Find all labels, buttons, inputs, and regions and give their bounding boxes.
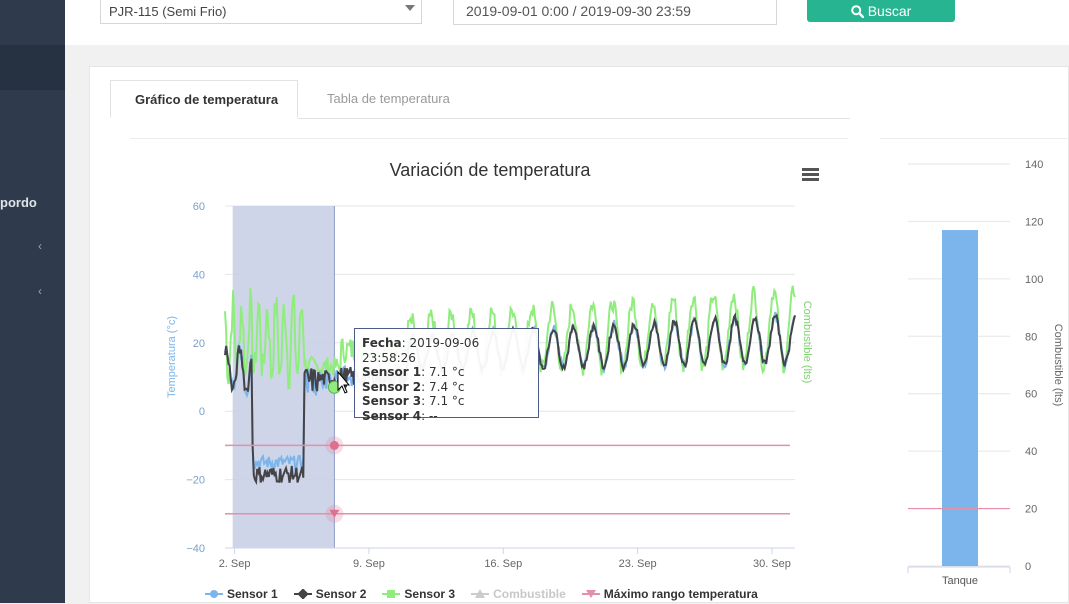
chart-title: Variación de temperatura	[389, 160, 591, 180]
tooltip-s1-value: : 7.1 °c	[421, 365, 465, 379]
y-tick-label: 20	[193, 338, 205, 350]
fuel-bar-tanque	[942, 230, 978, 567]
y-tick-label: 0	[199, 406, 205, 418]
tab-divider	[298, 118, 850, 119]
threshold-marker	[329, 509, 340, 518]
tooltip-s4-value: : --	[421, 408, 438, 423]
tooltip-s4-label: Sensor 4	[362, 408, 422, 423]
x-tick-label: 16. Sep	[484, 558, 522, 570]
caret-down-icon	[405, 5, 415, 11]
sidebar-active-item[interactable]	[0, 45, 65, 90]
x-tick-label: 2. Sep	[219, 558, 251, 570]
tooltip-s3-value: : 7.1 °c	[421, 394, 465, 408]
tooltip-s3-label: Sensor 3	[362, 394, 422, 408]
search-button[interactable]: Buscar	[807, 0, 955, 22]
legend-combustible[interactable]: Combustible	[471, 586, 566, 602]
legend-label: Sensor 1	[227, 587, 278, 601]
chart-tooltip: Fecha: 2019-09-06 23:58:26 Sensor 1: 7.1…	[354, 328, 539, 423]
threshold-marker	[329, 440, 339, 450]
fuel-panel	[880, 138, 1069, 604]
legend-label: Máximo rango temperatura	[603, 587, 758, 601]
search-icon	[850, 4, 864, 18]
y-axis-label-right: Combustible (lts)	[801, 301, 813, 384]
fuel-category-label: Tanque	[942, 575, 978, 587]
sidebar: pordo ‹ ‹	[0, 0, 65, 603]
chart-legend: Sensor 1 Sensor 2 Sensor 3 Combustible M…	[205, 586, 774, 602]
y-axis-label: Temperatura (°c)	[166, 316, 178, 398]
legend-label: Combustible	[493, 587, 566, 601]
y-tick-label: −20	[186, 475, 205, 487]
chart-top-border	[130, 138, 848, 139]
y-tick-label: 60	[193, 201, 205, 213]
mouse-cursor-icon	[337, 370, 351, 394]
legend-sensor-1[interactable]: Sensor 1	[205, 586, 278, 602]
tooltip-s2-label: Sensor 2	[362, 379, 422, 394]
legend-label: Sensor 2	[315, 587, 367, 601]
y-tick-label: 40	[193, 269, 205, 281]
search-button-label: Buscar	[867, 3, 912, 19]
legend-maximo-rango[interactable]: Máximo rango temperatura	[581, 586, 758, 602]
date-range-input[interactable]: 2019-09-01 0:00 / 2019-09-30 23:59	[453, 0, 777, 25]
y-tick-label: −40	[186, 543, 205, 555]
legend-label: Sensor 3	[404, 587, 456, 601]
fuel-y-axis-label: Combustible (lts)	[1052, 324, 1064, 407]
fuel-y-tick-label: 0	[1025, 561, 1031, 573]
legend-sensor-2[interactable]: Sensor 2	[293, 586, 367, 602]
sidebar-item-label[interactable]: pordo	[0, 195, 37, 210]
vehicle-select-value: PJR-115 (Semi Frio)	[109, 4, 227, 19]
tab-grafico[interactable]: Gráfico de temperatura	[110, 80, 298, 118]
fuel-y-tick-label: 140	[1025, 159, 1043, 171]
fuel-y-tick-label: 100	[1025, 274, 1043, 286]
fuel-y-tick-label: 40	[1025, 446, 1037, 458]
fuel-y-tick-label: 120	[1025, 216, 1043, 228]
x-tick-label: 9. Sep	[353, 558, 385, 570]
chevron-left-icon[interactable]: ‹	[38, 239, 42, 253]
fuel-y-tick-label: 20	[1025, 504, 1037, 516]
hamburger-menu-icon[interactable]	[802, 168, 820, 182]
tooltip-s2-value: : 7.4 °c	[421, 379, 465, 394]
tooltip-fecha-label: Fecha	[362, 336, 402, 350]
chevron-left-icon[interactable]: ‹	[38, 284, 42, 298]
vehicle-select[interactable]: PJR-115 (Semi Frio)	[100, 0, 422, 24]
x-tick-label: 30. Sep	[753, 558, 791, 570]
fuel-y-tick-label: 60	[1025, 389, 1037, 401]
x-tick-label: 23. Sep	[619, 558, 657, 570]
tooltip-fecha-value: : 2019-09-06 23:58:26	[362, 336, 480, 365]
tab-tabla[interactable]: Tabla de temperatura	[327, 91, 450, 106]
fuel-y-tick-label: 80	[1025, 331, 1037, 343]
tooltip-s1-label: Sensor 1	[362, 365, 422, 379]
legend-sensor-3[interactable]: Sensor 3	[382, 586, 455, 602]
